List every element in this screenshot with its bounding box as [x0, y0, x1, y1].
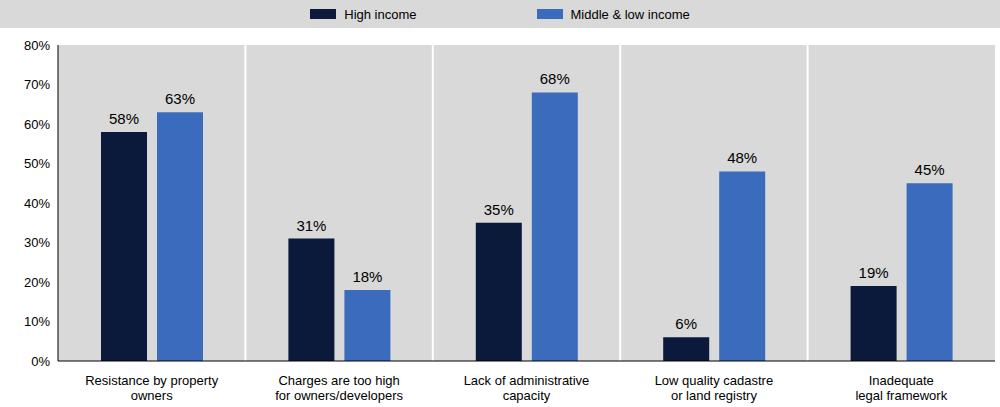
- html-text:High income: High income: [344, 6, 417, 22]
- svg-text:35%: 35%: [484, 201, 514, 218]
- svg-text:70%: 70%: [24, 77, 50, 92]
- svg-text:18%: 18%: [352, 268, 382, 285]
- svg-text:63%: 63%: [165, 90, 195, 107]
- svg-text:40%: 40%: [24, 196, 50, 211]
- svg-text:58%: 58%: [109, 110, 139, 127]
- svg-text:30%: 30%: [24, 235, 50, 250]
- svg-text:Charges are too highfor owners: Charges are too highfor owners/developer…: [275, 373, 403, 403]
- svg-text:Resistance by propertyowners: Resistance by propertyowners: [85, 373, 218, 403]
- svg-text:6%: 6%: [675, 315, 697, 332]
- svg-text:Inadequatelegal framework: Inadequatelegal framework: [855, 373, 947, 403]
- svg-text:10%: 10%: [24, 314, 50, 329]
- html-text:Middle & low income: Middle & low income: [570, 6, 690, 22]
- svg-text:19%: 19%: [859, 264, 889, 281]
- svg-text:68%: 68%: [540, 70, 570, 87]
- svg-text:0%: 0%: [31, 354, 50, 369]
- svg-text:50%: 50%: [24, 156, 50, 171]
- svg-text:Low quality cadastreor land re: Low quality cadastreor land registry: [655, 373, 774, 403]
- svg-text:48%: 48%: [727, 149, 757, 166]
- svg-text:80%: 80%: [24, 38, 50, 53]
- svg-text:20%: 20%: [24, 275, 50, 290]
- svg-text:31%: 31%: [296, 217, 326, 234]
- svg-text:45%: 45%: [915, 161, 945, 178]
- svg-text:60%: 60%: [24, 117, 50, 132]
- svg-text:Lack of administrativecapacity: Lack of administrativecapacity: [464, 373, 590, 403]
